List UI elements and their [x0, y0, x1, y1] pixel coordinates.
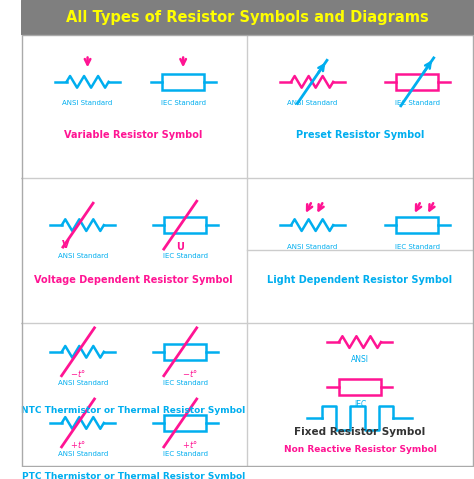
Text: ANSI Standard: ANSI Standard	[287, 100, 337, 106]
Text: ANSI Standard: ANSI Standard	[63, 100, 113, 106]
Bar	[164, 415, 206, 431]
Text: ANSI Standard: ANSI Standard	[58, 380, 108, 386]
Text: Variable Resistor Symbol: Variable Resistor Symbol	[64, 130, 202, 140]
Text: ANSI Standard: ANSI Standard	[58, 451, 108, 457]
Text: IEC: IEC	[354, 400, 366, 409]
Bar	[396, 74, 438, 90]
Text: IEC Standard: IEC Standard	[163, 451, 208, 457]
Text: Non Reactive Resistor Symbol: Non Reactive Resistor Symbol	[283, 445, 437, 454]
Bar	[162, 74, 204, 90]
Text: Preset Resistor Symbol: Preset Resistor Symbol	[296, 130, 424, 140]
Text: IEC Standard: IEC Standard	[163, 253, 208, 259]
Text: PTC Thermistor or Thermal Resistor Symbol: PTC Thermistor or Thermal Resistor Symbo…	[22, 472, 245, 479]
Text: Fixed Resistor Symbol: Fixed Resistor Symbol	[294, 427, 426, 437]
Text: NTC Thermistor or Thermal Resistor Symbol: NTC Thermistor or Thermal Resistor Symbo…	[21, 406, 246, 415]
Bar	[164, 217, 206, 233]
Text: ANSI Standard: ANSI Standard	[58, 253, 108, 259]
Text: Voltage Dependent Resistor Symbol: Voltage Dependent Resistor Symbol	[34, 274, 233, 285]
Bar	[21, 0, 474, 34]
Text: IEC Standard: IEC Standard	[161, 100, 206, 106]
Text: All Types of Resistor Symbols and Diagrams: All Types of Resistor Symbols and Diagra…	[66, 10, 428, 24]
Text: Light Dependent Resistor Symbol: Light Dependent Resistor Symbol	[267, 274, 453, 285]
Text: $+t°$: $+t°$	[70, 439, 86, 450]
Text: IEC Standard: IEC Standard	[163, 380, 208, 386]
Text: ANSI: ANSI	[351, 355, 369, 364]
Bar	[339, 379, 381, 395]
Text: IEC Standard: IEC Standard	[395, 100, 440, 106]
Bar	[396, 217, 438, 233]
Text: V: V	[62, 240, 69, 250]
Text: $-t°$: $-t°$	[70, 368, 86, 379]
Bar	[164, 344, 206, 360]
Text: $+t°$: $+t°$	[182, 439, 198, 450]
Text: ANSI Standard: ANSI Standard	[287, 243, 337, 250]
Text: IEC Standard: IEC Standard	[395, 243, 440, 250]
Text: $-t°$: $-t°$	[182, 368, 198, 379]
Text: U: U	[176, 241, 184, 251]
